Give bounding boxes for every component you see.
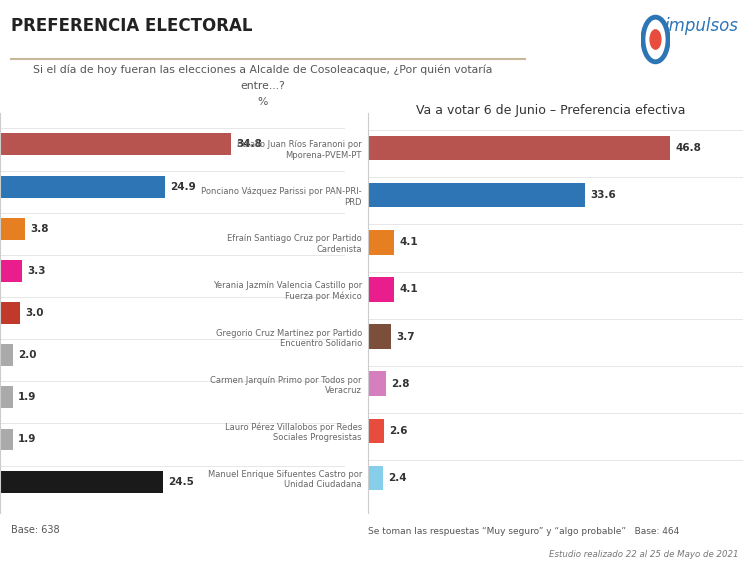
Bar [368,230,394,254]
Bar [0,260,22,282]
Bar [368,136,670,160]
Text: Si el día de hoy fueran las elecciones a Alcalde de Cosoleacaque, ¿Por quién vot: Si el día de hoy fueran las elecciones a… [33,65,492,76]
Bar [0,175,165,197]
Text: Se toman las respuestas “Muy seguro” y “algo probable”   Base: 464: Se toman las respuestas “Muy seguro” y “… [368,527,679,536]
Text: 3.0: 3.0 [26,308,44,318]
Bar [0,471,163,492]
Text: 24.9: 24.9 [170,182,196,192]
Text: 34.8: 34.8 [236,139,262,149]
Text: entre...?: entre...? [240,81,285,91]
Text: 3.3: 3.3 [27,266,46,276]
Text: 2.0: 2.0 [19,350,37,360]
Text: 4.1: 4.1 [399,284,418,294]
Bar [0,386,13,408]
Bar [0,344,13,366]
Text: impulsos: impulsos [664,17,739,35]
Circle shape [648,25,663,54]
Text: 4.1: 4.1 [399,237,418,248]
Bar [0,134,231,155]
Text: 2.6: 2.6 [389,426,408,436]
Text: 3.8: 3.8 [31,224,49,233]
Text: 3.7: 3.7 [397,332,416,342]
Text: %: % [257,97,268,107]
Bar [368,277,394,302]
Bar [368,466,383,490]
Text: 1.9: 1.9 [18,434,36,444]
Bar [0,302,20,324]
Bar [368,418,384,443]
Text: Estudio realizado 22 al 25 de Mayo de 2021: Estudio realizado 22 al 25 de Mayo de 20… [549,550,739,559]
Circle shape [650,30,661,49]
Bar [0,429,13,451]
Text: 2.4: 2.4 [388,473,406,483]
Text: 46.8: 46.8 [675,143,701,153]
Text: 24.5: 24.5 [168,477,194,487]
Text: Base: 638: Base: 638 [11,525,60,535]
Bar [368,372,386,396]
Text: 2.8: 2.8 [391,378,410,389]
Text: 33.6: 33.6 [590,190,616,200]
Bar [368,183,585,208]
Text: 1.9: 1.9 [18,393,36,402]
Text: Va a votar 6 de Junio – Preferencia efectiva: Va a votar 6 de Junio – Preferencia efec… [416,104,686,117]
Text: PREFERENCIA ELECTORAL: PREFERENCIA ELECTORAL [11,17,253,35]
Bar [0,218,26,240]
Bar [368,324,392,349]
